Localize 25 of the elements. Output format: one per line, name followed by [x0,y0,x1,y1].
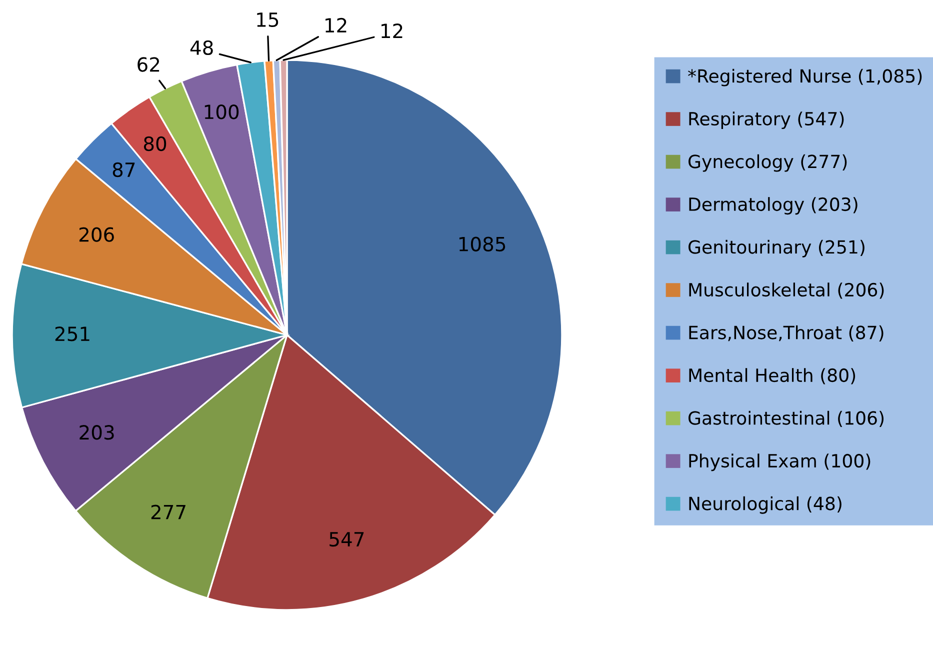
data-label: 62 [138,57,160,72]
legend-label: *Registered Nurse (1,085) [688,68,922,86]
data-label: 100 [204,104,239,120]
legend-label: Mental Health (80) [689,368,856,384]
data-label: 251 [55,326,90,342]
data-label: 48 [190,40,213,56]
legend-label: Dermatology (203) [689,197,858,215]
data-label: 203 [80,425,114,440]
data-label: 12 [382,24,402,38]
legend-label: Gastrointestinal (106) [688,410,884,427]
data-label: 206 [79,227,114,242]
legend-label: Genitourinary (251) [688,240,864,258]
legend-label: Respiratory (547) [689,112,844,130]
legend-label: Gynecology (277) [688,154,847,172]
data-label: 277 [151,504,186,520]
legend-label: Physical Exam (100) [689,454,870,472]
data-label: 1085 [459,236,506,252]
legend-label: Musculoskeletal (206) [689,282,884,299]
data-label: 12 [326,18,346,32]
data-label: 547 [330,532,364,547]
data-label: 15 [257,12,278,28]
legend-label: Ears,Nose,Throat (87) [689,325,884,342]
legend-label: Neurological (48) [689,496,842,514]
data-label: 87 [112,162,135,178]
data-label: 80 [144,136,166,152]
